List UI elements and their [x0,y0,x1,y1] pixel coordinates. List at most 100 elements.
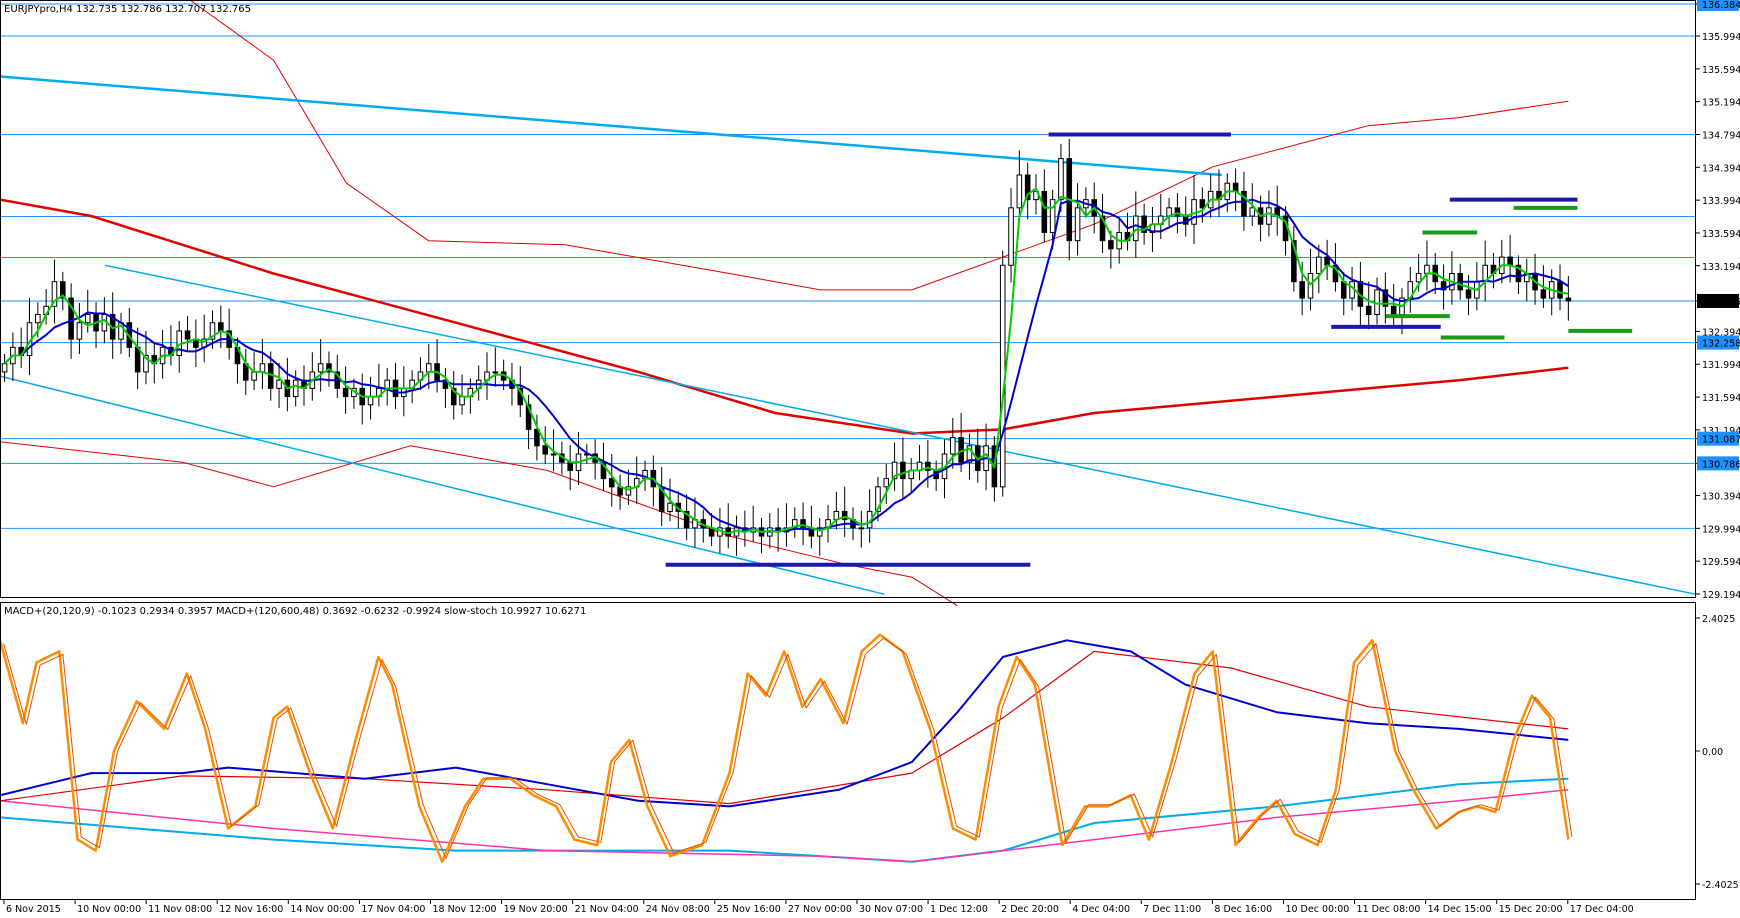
price-tick-label: 135.994 [1702,32,1740,43]
candle-body[interactable] [525,404,532,430]
candle-body[interactable] [683,510,690,529]
candle-body[interactable] [459,396,465,406]
candle-body[interactable] [1266,207,1272,225]
candle-body[interactable] [1540,289,1547,299]
candle-body[interactable] [1241,190,1247,217]
time-tick-label: 6 Nov 2015 [6,904,61,915]
candle-body[interactable] [492,371,499,374]
time-tick-label: 10 Nov 00:00 [77,904,141,915]
candle-body[interactable] [1232,182,1239,192]
candle-body[interactable] [1141,215,1147,233]
candle-body[interactable] [442,379,449,389]
candle-body[interactable] [367,396,374,406]
candle-body[interactable] [84,314,91,324]
indicator-pane[interactable] [0,633,1573,863]
candle-body[interactable] [841,510,848,521]
candle-body[interactable] [1099,215,1106,242]
price-tick-label: 129.594 [1702,557,1740,568]
candle-body[interactable] [1049,199,1056,233]
candle-body[interactable] [858,527,865,530]
candle-body[interactable] [1316,256,1322,274]
candle-body[interactable] [816,527,823,537]
price-tick-label: 136.384 [1702,0,1740,11]
candle-body[interactable] [1465,289,1472,299]
candle-body[interactable] [1515,264,1522,283]
macd-fast-signal-line [0,650,1569,805]
candle-body[interactable] [184,330,191,340]
candle-body[interactable] [608,478,615,488]
candle-body[interactable] [1424,264,1430,274]
candle-body[interactable] [925,461,931,471]
candle-body[interactable] [1024,174,1031,201]
candle-body[interactable] [76,322,83,340]
candle-body[interactable] [667,502,673,512]
candle-body[interactable] [1041,190,1048,233]
candle-body[interactable] [1016,174,1023,209]
candle-body[interactable] [209,322,216,340]
candle-body[interactable] [1291,240,1297,283]
candle-body[interactable] [875,486,881,512]
candle-body[interactable] [259,363,266,373]
candle-body[interactable] [966,445,973,463]
candle-body[interactable] [1340,281,1347,299]
candle-body[interactable] [143,355,149,373]
price-tick-label: 133.194 [1702,262,1740,273]
candle-body[interactable] [317,363,324,373]
candle-body[interactable] [1199,199,1206,209]
candle-body[interactable] [384,379,390,389]
candle-body[interactable] [292,379,299,398]
candle-body[interactable] [218,322,224,332]
candle-body[interactable] [59,281,66,299]
candle-body[interactable] [51,281,58,307]
candle-body[interactable] [326,363,332,373]
bollinger-lower-line [0,441,958,607]
time-tick-label: 21 Nov 04:00 [575,904,639,915]
price-pane[interactable] [0,0,1697,607]
price-tick-label: 132.394 [1702,327,1740,338]
candle-body[interactable] [251,371,257,381]
candle-body[interactable] [1133,215,1139,242]
candle-body[interactable] [900,461,906,480]
candle-body[interactable] [1,363,8,373]
time-tick-label: 15 Dec 20:00 [1499,904,1563,915]
candle-body[interactable] [68,297,74,340]
candle-body[interactable] [35,314,41,324]
candle-body[interactable] [883,478,890,488]
candle-body[interactable] [1249,207,1256,217]
candle-body[interactable] [1058,158,1064,201]
candle-body[interactable] [1108,240,1114,250]
candle-body[interactable] [800,519,806,529]
candle-body[interactable] [891,461,898,480]
candle-body[interactable] [1299,281,1305,299]
candle-body[interactable] [342,387,349,398]
price-tick-label: 135.194 [1702,98,1740,109]
candle-body[interactable] [1307,272,1314,299]
candle-body[interactable] [1008,207,1014,266]
candle-body[interactable] [542,445,549,455]
candle-body[interactable] [1390,305,1397,316]
candle-body[interactable] [791,519,798,529]
candle-body[interactable] [534,428,540,447]
candle-body[interactable] [1382,289,1389,307]
time-tick-label: 10 Dec 00:00 [1285,904,1349,915]
candle-body[interactable] [1507,256,1513,266]
candle-body[interactable] [567,461,573,471]
candle-body[interactable] [1565,297,1572,302]
time-tick-label: 27 Nov 00:00 [788,904,852,915]
faster-ma-line [3,187,1569,535]
candle-body[interactable] [425,363,432,373]
candle-body[interactable] [450,387,457,406]
candle-body[interactable] [1074,207,1081,242]
candle-body[interactable] [625,486,632,496]
candle-body[interactable] [276,379,282,389]
candle-body[interactable] [550,453,557,456]
candle-body[interactable] [1415,272,1422,283]
candle-body[interactable] [1324,256,1330,266]
candle-body[interactable] [1365,305,1372,316]
price-tick-label: 135.594 [1702,65,1740,76]
candle-body[interactable] [1557,281,1563,299]
candle-body[interactable] [950,437,956,455]
fast-ma-line [3,198,1569,533]
candle-body[interactable] [1174,207,1181,217]
